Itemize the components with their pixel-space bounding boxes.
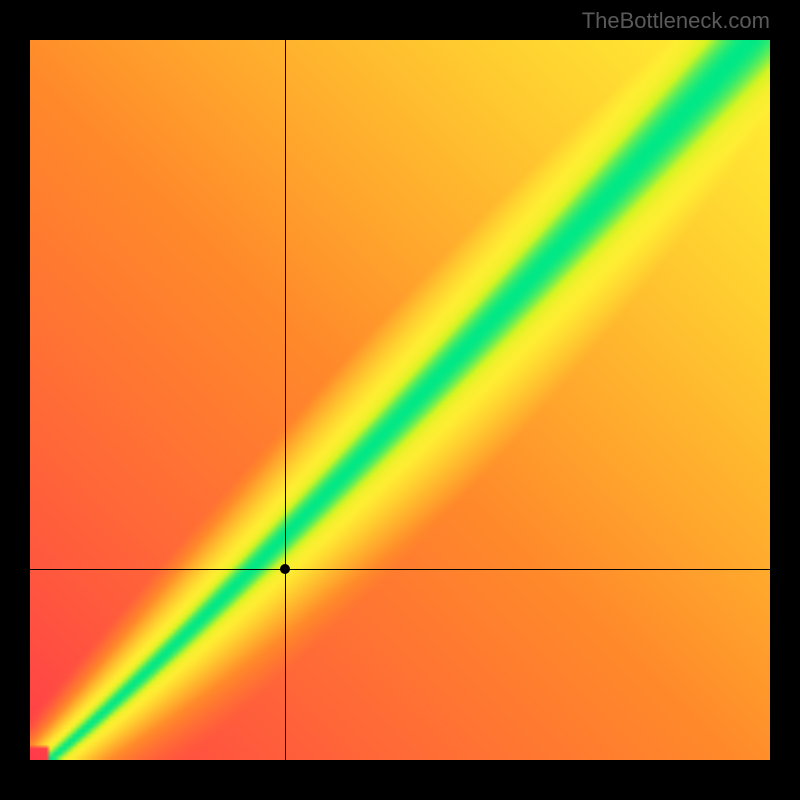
watermark-text: TheBottleneck.com: [582, 8, 770, 34]
heatmap-canvas: [30, 40, 770, 760]
plot-area: [30, 40, 770, 760]
crosshair-vertical: [285, 40, 286, 760]
marker-dot: [280, 564, 290, 574]
crosshair-horizontal: [30, 569, 770, 570]
